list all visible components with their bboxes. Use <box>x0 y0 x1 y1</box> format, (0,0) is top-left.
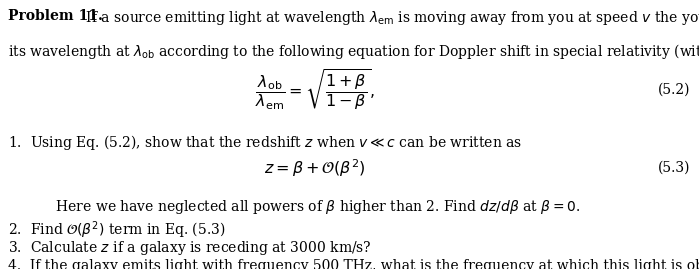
Text: 2.  Find $\mathcal{O}(\beta^2)$ term in Eq. (5.3): 2. Find $\mathcal{O}(\beta^2)$ term in E… <box>8 219 226 241</box>
Text: its wavelength at $\lambda_{\rm ob}$ according to the following equation for Dop: its wavelength at $\lambda_{\rm ob}$ acc… <box>8 42 699 61</box>
Text: Problem 11.: Problem 11. <box>8 9 103 23</box>
Text: 4.  If the galaxy emits light with frequency 500 THz, what is the frequency at w: 4. If the galaxy emits light with freque… <box>8 259 699 269</box>
Text: (5.2): (5.2) <box>658 83 691 97</box>
Text: $z = \beta + \mathcal{O}(\beta^2)$: $z = \beta + \mathcal{O}(\beta^2)$ <box>264 157 366 179</box>
Text: If a source emitting light at wavelength $\lambda_{\rm em}$ is moving away from : If a source emitting light at wavelength… <box>77 9 699 27</box>
Text: $\dfrac{\lambda_{\rm ob}}{\lambda_{\rm em}} = \sqrt{\dfrac{1+\beta}{1-\beta}},$: $\dfrac{\lambda_{\rm ob}}{\lambda_{\rm e… <box>254 68 375 113</box>
Text: (5.3): (5.3) <box>658 161 691 175</box>
Text: 1.  Using Eq. (5.2), show that the redshift $z$ when $v \ll c$ can be written as: 1. Using Eq. (5.2), show that the redshi… <box>8 133 522 152</box>
Text: 3.  Calculate $z$ if a galaxy is receding at 3000 km/s?: 3. Calculate $z$ if a galaxy is receding… <box>8 239 372 257</box>
Text: Here we have neglected all powers of $\beta$ higher than 2. Find $dz/d\beta$ at : Here we have neglected all powers of $\b… <box>38 198 581 216</box>
